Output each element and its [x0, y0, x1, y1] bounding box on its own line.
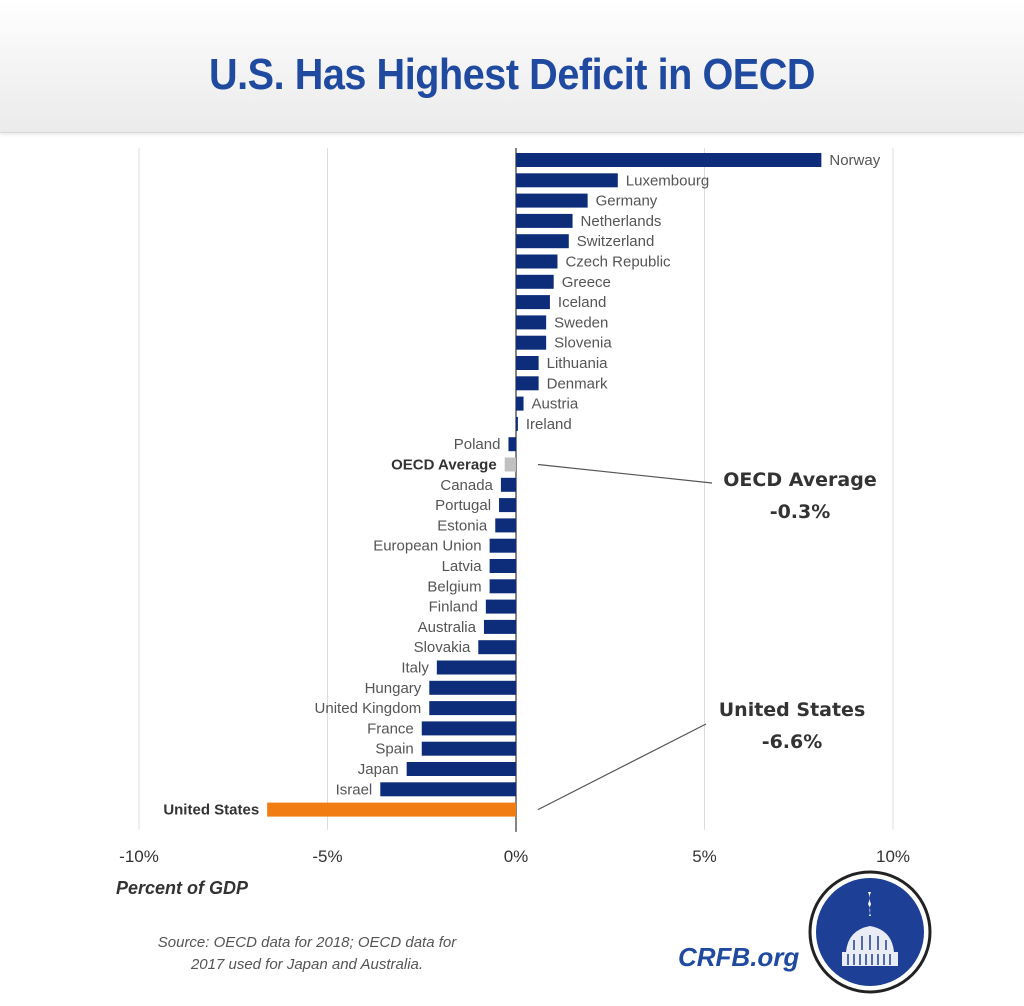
category-label: France [367, 720, 414, 737]
chart-title: U.S. Has Highest Deficit in OECD [208, 50, 816, 99]
bar-italy [436, 660, 516, 675]
category-label: Denmark [547, 375, 608, 392]
bar-latvia [489, 559, 516, 573]
category-label: Japan [358, 761, 399, 778]
category-label: Slovenia [554, 335, 612, 352]
bar-portugal [499, 498, 516, 513]
category-label: Switzerland [577, 233, 655, 250]
bar-poland [508, 437, 516, 452]
header-band: U.S. Has Highest Deficit in OECD [0, 0, 1024, 133]
x-tick-label: 0% [504, 847, 529, 866]
bar-germany [516, 193, 588, 208]
category-labels: Norway Luxembourg Germany Netherlands Switze… [163, 152, 880, 819]
category-label: Czech Republic [565, 254, 671, 271]
category-label: Ireland [526, 416, 572, 433]
bar-iceland [516, 295, 550, 310]
category-label: Luxembourg [626, 172, 709, 189]
bar-slovakia [478, 640, 516, 655]
bar-israel [380, 782, 516, 797]
category-label: Belgium [427, 578, 481, 595]
x-axis-label: Percent of GDP [116, 878, 249, 898]
x-tick-label: -10% [119, 847, 159, 866]
category-label: Slovakia [414, 639, 471, 656]
category-label: Austria [532, 396, 579, 413]
bar-czech-republic [516, 254, 558, 269]
bar-japan [406, 762, 516, 776]
category-label: Israel [336, 781, 373, 798]
category-label: OECD Average [391, 457, 497, 474]
bar-sweden [516, 315, 547, 330]
category-label: Estonia [437, 517, 488, 534]
category-label: United Kingdom [315, 700, 422, 717]
bar-switzerland [516, 234, 569, 249]
category-label: Greece [562, 274, 611, 291]
annotation-value: -0.3% [770, 501, 831, 523]
bar-slovenia [516, 335, 547, 350]
bar-estonia [495, 518, 516, 533]
bar-hungary [429, 680, 516, 695]
bar-oecd-average [504, 457, 516, 472]
bars [267, 153, 822, 817]
bar-netherlands [516, 213, 573, 228]
bar-canada [500, 477, 516, 492]
category-label: Germany [596, 193, 658, 210]
bar-belgium [489, 579, 516, 594]
bar-norway [516, 153, 822, 167]
annotation-leader-line [537, 723, 707, 811]
source-note: Source: OECD data for 2018; OECD data fo… [112, 932, 502, 976]
category-label: Sweden [554, 314, 608, 331]
bar-austria [516, 396, 524, 411]
x-tick-label: 10% [876, 847, 910, 866]
category-label: Italy [401, 660, 429, 677]
bar-united-states [267, 802, 516, 817]
x-axis-ticks: -10% -5% 0% 5% 10% [119, 847, 910, 866]
bar-ireland [516, 416, 518, 431]
x-tick-label: 5% [692, 847, 717, 866]
annotations: OECD Average -0.3% United States -6.6% [537, 463, 877, 811]
bar-finland [485, 599, 516, 614]
category-label: Australia [418, 619, 477, 636]
bar-france [421, 721, 516, 736]
category-label: United States [163, 802, 259, 819]
annotation-title: United States [719, 699, 866, 721]
capitol-dome-logo-icon [808, 870, 932, 994]
source-line-2: 2017 used for Japan and Australia. [190, 956, 424, 973]
bar-greece [516, 274, 554, 289]
category-label: Latvia [442, 558, 483, 575]
bar-luxembourg [516, 173, 618, 188]
bar-european-union [489, 538, 516, 553]
category-label: Finland [429, 599, 478, 616]
annotation-title: OECD Average [723, 469, 876, 491]
bar-united-kingdom [429, 701, 516, 716]
bar-denmark [516, 376, 539, 391]
brand-link[interactable]: CRFB.org [678, 942, 800, 972]
bar-australia [483, 619, 516, 634]
annotation-value: -6.6% [762, 731, 823, 753]
category-label: Spain [375, 741, 413, 758]
source-line-1: Source: OECD data for 2018; OECD data fo… [157, 934, 457, 951]
category-label: Iceland [558, 294, 606, 311]
category-label: Canada [440, 477, 493, 494]
category-label: Portugal [435, 497, 491, 514]
category-label: Norway [829, 152, 880, 169]
category-label: Netherlands [581, 213, 662, 230]
category-label: Lithuania [547, 355, 609, 372]
bar-spain [421, 741, 516, 756]
category-label: Poland [454, 436, 501, 453]
category-label: European Union [373, 538, 481, 555]
category-label: Hungary [365, 680, 422, 697]
bar-lithuania [516, 356, 539, 370]
x-tick-label: -5% [312, 847, 342, 866]
annotation-leader-line [537, 463, 713, 484]
